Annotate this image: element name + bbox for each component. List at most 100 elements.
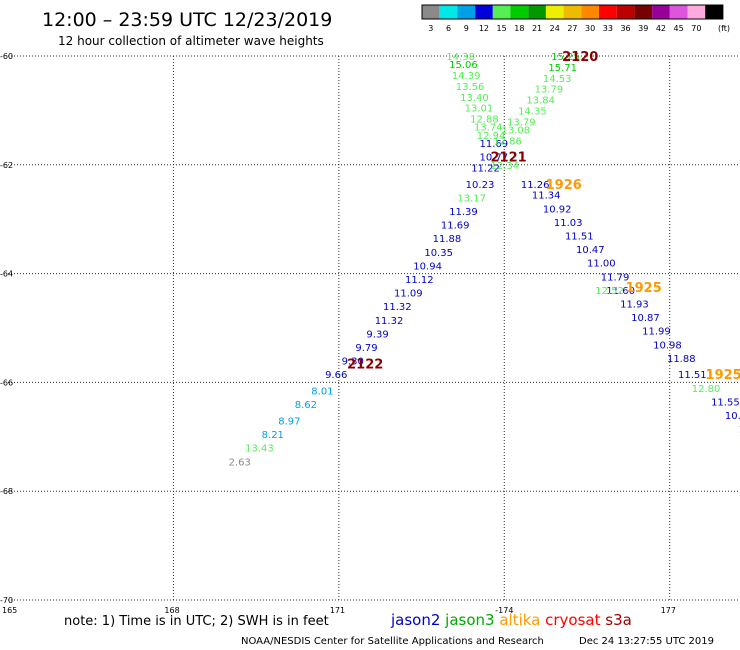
footer-note: note: 1) Time is in UTC; 2) SWH is in fe… (64, 614, 329, 629)
swh-point-label: 14.35 (518, 106, 547, 117)
swh-point-label: 13.84 (526, 96, 555, 107)
swh-point-label: 13.56 (456, 82, 485, 93)
legend-swatch (510, 5, 529, 19)
y-tick-label: -60 (0, 52, 13, 61)
pass-time-label: 1925 (706, 368, 740, 383)
legend-swatch (563, 5, 582, 19)
legend-swatch (705, 5, 723, 19)
y-tick-label: -68 (0, 487, 13, 496)
swh-point-label: 10.23 (466, 180, 495, 191)
satellite-jason3: jason3 (444, 611, 499, 629)
swh-point-label: 11.34 (532, 191, 561, 202)
legend-tick-label: 33 (603, 24, 613, 33)
legend-swatch (492, 5, 511, 19)
chart-title: 12:00 – 23:59 UTC 12/23/2019 (42, 9, 332, 31)
swh-point-label: 12.94 (477, 131, 506, 142)
y-tick-label: -66 (0, 378, 13, 387)
swh-point-label: 13.79 (535, 85, 564, 96)
swh-point-label: 13.40 (460, 93, 489, 104)
legend-tick-label: 21 (532, 24, 542, 33)
legend-tick-label: 9 (464, 24, 469, 33)
legend-tick-label: 18 (514, 24, 524, 33)
pass-time-label: 2120 (562, 50, 598, 65)
satellite-altika: altika (499, 611, 545, 629)
y-tick-label: -64 (0, 270, 13, 279)
swh-point-label: 11.32 (375, 316, 404, 327)
swh-point-label: 10.87 (631, 313, 660, 324)
legend-swatch (457, 5, 476, 19)
x-tick-label: 165 (2, 606, 17, 615)
legend-swatch (616, 5, 635, 19)
swh-point-label: 11.26 (521, 180, 550, 191)
legend-unit: (ft) (718, 24, 730, 33)
legend-tick-label: 45 (674, 24, 684, 33)
legend-tick-label: 42 (656, 24, 666, 33)
swh-point-label: 14.53 (543, 74, 572, 85)
legend-swatch (687, 5, 706, 19)
chart-subtitle: 12 hour collection of altimeter wave hei… (58, 34, 324, 48)
satellite-s3a: s3a (605, 611, 632, 629)
swh-point-label: 12.86 (493, 136, 522, 147)
legend-tick-label: 24 (550, 24, 560, 33)
swh-point-label: 12.34 (491, 161, 520, 172)
swh-point-label: 11.32 (383, 302, 412, 313)
swh-point-label: 14.38 (446, 52, 475, 63)
legend-tick-label: 39 (638, 24, 648, 33)
legend-swatch (652, 5, 670, 19)
legend-swatch (475, 5, 493, 19)
swh-point-label: 12.52 (595, 286, 624, 297)
legend-swatch (669, 5, 688, 19)
swh-point-label: 12.88 (470, 115, 499, 126)
legend-tick-label: 3 (428, 24, 433, 33)
swh-point-label: 13.08 (502, 125, 531, 136)
satellite-names: jason2 jason3 altika cryosat s3a (390, 611, 632, 629)
footer-credit: NOAA/NESDIS Center for Satellite Applica… (241, 636, 544, 647)
swh-point-label: 15.06 (449, 60, 478, 71)
pass-time-label: 2121 (491, 151, 527, 166)
swh-point-label: 13.74 (474, 123, 503, 134)
swh-point-label: 11.93 (620, 300, 649, 311)
swh-point-label: 8.62 (295, 400, 317, 411)
swh-point-label: 11.12 (405, 275, 434, 286)
swh-point-label: 10.73 (739, 425, 740, 436)
legend-tick-label: 36 (620, 24, 630, 33)
pass-time-label: 1926 (546, 178, 582, 193)
swh-point-label: 11.00 (587, 259, 616, 270)
swh-point-label: 11.03 (554, 218, 583, 229)
legend-swatch (439, 5, 458, 19)
swh-point-label: 11.55 (711, 397, 740, 408)
swh-point-label: 14.39 (452, 71, 481, 82)
y-tick-label: -62 (0, 161, 13, 170)
swh-point-label: 11.39 (449, 207, 478, 218)
swh-point-label: 11.22 (471, 164, 500, 175)
swh-point-label: 10.35 (424, 248, 453, 259)
swh-point-label: 13.01 (465, 104, 494, 115)
legend-tick-label: 27 (567, 24, 577, 33)
legend-swatch (581, 5, 599, 19)
swh-point-label: 11.60 (606, 286, 635, 297)
pass-time-label: 2122 (347, 357, 383, 372)
legend-swatch (545, 5, 564, 19)
legend-tick-label: 6 (446, 24, 451, 33)
y-tick-label: -70 (0, 596, 13, 605)
swh-point-label: 8.97 (278, 416, 300, 427)
grid (8, 55, 740, 601)
swh-point-label: 11.09 (394, 289, 423, 300)
swh-point-label: 10.49 (725, 411, 740, 422)
swh-point-label: 10.94 (413, 261, 442, 272)
swh-point-label: 11.79 (601, 272, 630, 283)
swh-point-label: 13.17 (457, 193, 486, 204)
satellite-cryosat: cryosat (545, 611, 605, 629)
swh-point-label: 12.80 (692, 384, 721, 395)
swh-point-label: 9.30 (342, 357, 364, 368)
swh-point-label: 10.77 (479, 153, 508, 164)
swh-point-label: 11.51 (565, 232, 594, 243)
swh-point-label: 8.21 (262, 430, 284, 441)
legend-swatch (422, 5, 440, 19)
pass-time-labels: 2120 2121 1926 1925 1925 2122 (347, 50, 740, 383)
legend-frame (421, 4, 724, 20)
swh-point-label: 11.88 (433, 234, 462, 245)
legend-swatch (634, 5, 653, 19)
